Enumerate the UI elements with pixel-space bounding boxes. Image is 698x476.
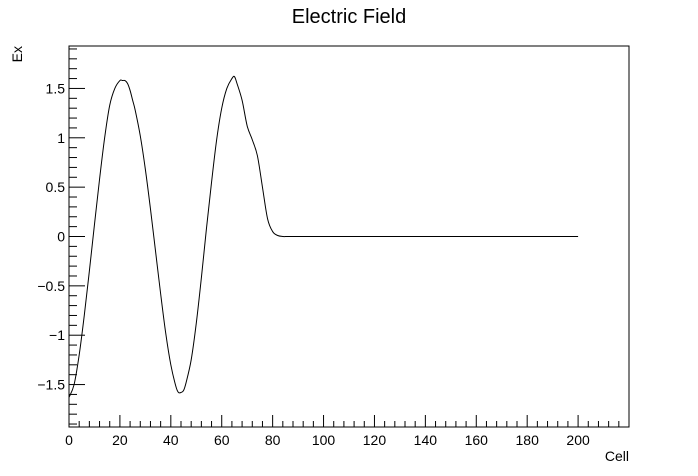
x-tick-label: 80: [265, 432, 281, 448]
x-tick-label: 40: [163, 432, 179, 448]
y-tick-label: −0.5: [37, 278, 65, 294]
x-axis: 0 20 40 60 80 100 120 140 160 180 200: [65, 415, 630, 448]
x-tick-label: 180: [516, 432, 540, 448]
chart-title: Electric Field: [292, 6, 406, 28]
x-tick-label: 0: [65, 432, 73, 448]
y-tick-label: 1: [57, 130, 65, 146]
x-axis-label: Cell: [605, 448, 629, 464]
x-tick-label: 60: [214, 432, 230, 448]
x-tick-label: 120: [363, 432, 387, 448]
y-tick-label: 0.5: [46, 179, 66, 195]
y-axis-label: Ex: [9, 46, 25, 62]
x-tick-label: 200: [566, 432, 590, 448]
y-tick-label: 1.5: [46, 80, 66, 96]
x-tick-label: 160: [465, 432, 489, 448]
series-line-ex: [68, 75, 579, 398]
y-tick-label: −1: [49, 327, 65, 343]
y-tick-label: −1.5: [37, 377, 65, 393]
x-tick-label: 140: [414, 432, 438, 448]
y-tick-label: 0: [57, 229, 65, 245]
x-tick-label: 100: [312, 432, 336, 448]
y-axis: −1.5 −1 −0.5 0 0.5 1 1.5: [37, 48, 85, 425]
x-tick-label: 20: [112, 432, 128, 448]
